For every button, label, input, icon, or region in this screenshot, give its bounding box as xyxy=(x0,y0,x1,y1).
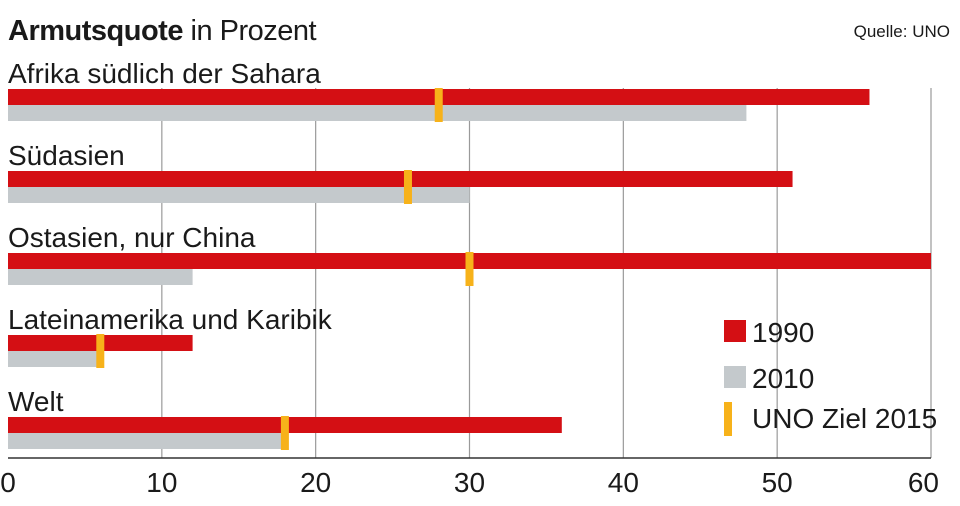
target-marker xyxy=(280,416,289,450)
x-tick-label: 60 xyxy=(908,467,939,498)
legend: 1990 2010 UNO Ziel 2015 xyxy=(724,317,937,436)
bar-2010 xyxy=(8,351,101,367)
legend-swatch xyxy=(724,366,746,388)
x-tick-label: 0 xyxy=(0,467,16,498)
x-tick-label: 30 xyxy=(454,467,485,498)
target-marker xyxy=(465,252,474,286)
x-tick-label: 50 xyxy=(762,467,793,498)
legend-swatch xyxy=(724,402,732,436)
target-marker xyxy=(434,88,443,122)
legend-swatch xyxy=(724,320,746,342)
category-label: Welt xyxy=(8,386,64,417)
category-label: Südasien xyxy=(8,140,125,171)
title-rest: in Prozent xyxy=(182,15,317,47)
source-note: Quelle: UNO xyxy=(853,22,950,41)
x-tick-label: 10 xyxy=(146,467,177,498)
legend-label: UNO Ziel 2015 xyxy=(752,403,937,434)
legend-label: 2010 xyxy=(752,363,814,394)
category-label: Lateinamerika und Karibik xyxy=(8,304,333,335)
bar-1990 xyxy=(8,171,793,187)
category-label: Afrika südlich der Sahara xyxy=(8,58,321,89)
bar-2010 xyxy=(8,433,285,449)
legend-label: 1990 xyxy=(752,317,814,348)
bar-2010 xyxy=(8,187,470,203)
x-axis-ticks: 0 10 20 30 40 50 60 xyxy=(0,467,939,498)
title-bold: Armutsquote xyxy=(8,15,183,47)
target-marker xyxy=(403,170,412,204)
bar-2010 xyxy=(8,269,193,285)
x-tick-label: 20 xyxy=(300,467,331,498)
target-marker xyxy=(96,334,105,368)
bar-2010 xyxy=(8,105,747,121)
bars xyxy=(8,88,931,450)
category-label: Ostasien, nur China xyxy=(8,222,256,253)
chart-title: Armutsquote in Prozent xyxy=(8,14,317,48)
x-tick-label: 40 xyxy=(608,467,639,498)
category-labels: Afrika südlich der Sahara Südasien Ostasie… xyxy=(8,58,333,417)
